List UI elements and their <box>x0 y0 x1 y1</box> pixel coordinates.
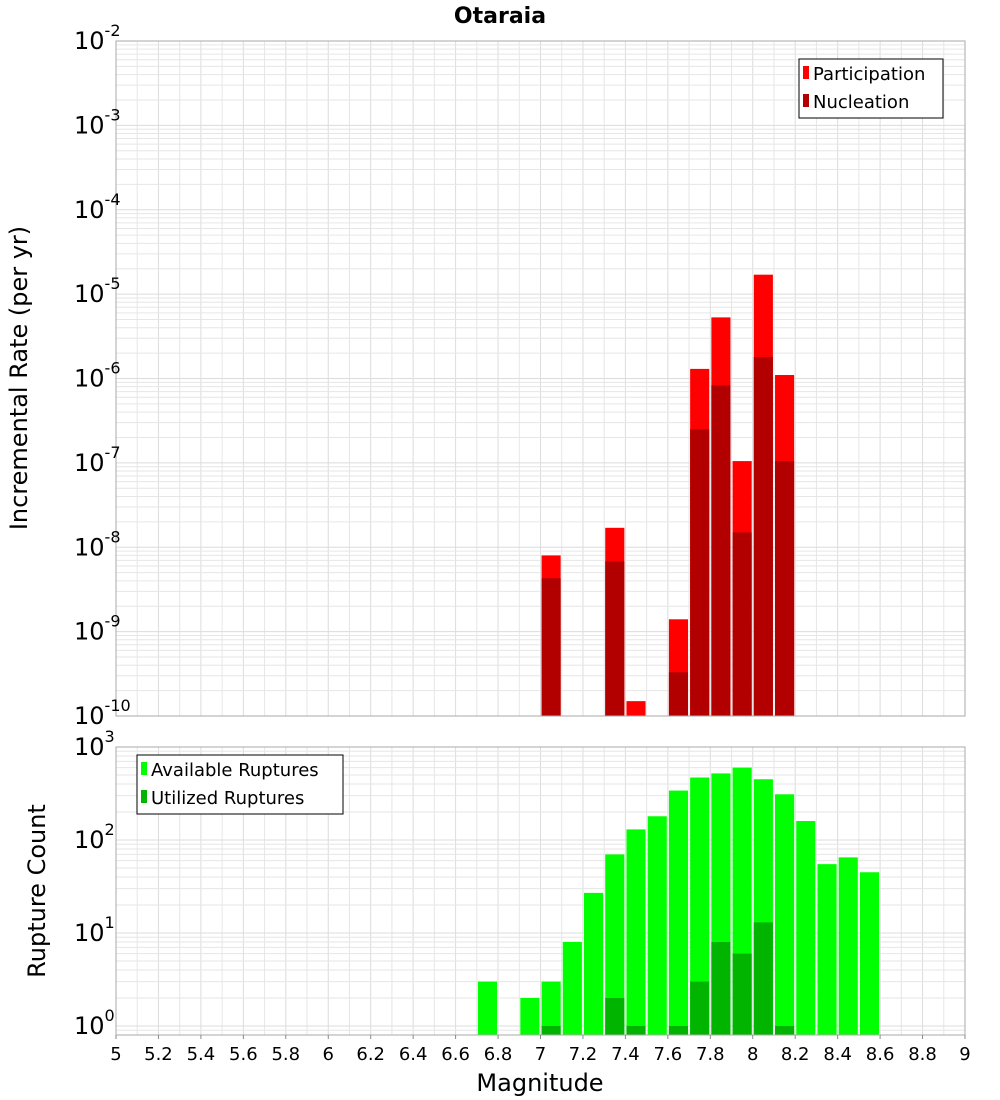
x-tick-label: 5.8 <box>271 1044 300 1065</box>
x-tick-label: 8.8 <box>908 1044 937 1065</box>
rate-y-tick-label: 10-2 <box>74 21 121 55</box>
rate-y-ticks: 10-2 10-3 10-4 10-5 10-6 10-7 10-8 10-9 10-10 <box>74 21 131 730</box>
count-bars <box>477 767 880 1035</box>
x-tick-label: 8 <box>747 1044 758 1065</box>
rate-legend-label: Participation <box>813 64 925 85</box>
rate-y-tick-label: 10-7 <box>74 443 121 477</box>
count-y-tick-label: 100 <box>74 1006 115 1040</box>
rate-y-tick-label: 10-8 <box>74 527 121 561</box>
rate-legend-swatch <box>803 66 809 79</box>
rate-bar-inner <box>668 672 689 716</box>
rate-panel: 10-2 10-3 10-4 10-5 10-6 10-7 10-8 10-9 10-10 In… <box>5 21 966 730</box>
count-bar-outer <box>838 857 858 1035</box>
count-bar-outer <box>817 864 837 1035</box>
count-legend-swatch <box>141 762 147 775</box>
count-y-tick-label: 102 <box>74 820 115 854</box>
rate-bar-outer <box>626 701 646 716</box>
x-tick-label: 5.4 <box>187 1044 216 1065</box>
count-bar-outer <box>859 872 880 1035</box>
rate-y-axis-label: Incremental Rate (per yr) <box>5 226 33 530</box>
count-bar-outer <box>647 816 667 1035</box>
x-tick-label: 8.6 <box>866 1044 895 1065</box>
rate-bars <box>541 274 795 716</box>
rate-y-tick-label: 10-10 <box>74 696 131 730</box>
x-tick-label: 7 <box>535 1044 546 1065</box>
x-tick-label: 6.2 <box>356 1044 385 1065</box>
x-tick-label: 9 <box>959 1044 970 1065</box>
magnitude-x-ticks: 5 5.2 5.4 5.6 5.8 6 6.2 6.4 6.6 6.8 7 7.2 7.4 7.6 7.8 8… <box>110 1035 971 1065</box>
rate-bar-inner <box>690 429 710 716</box>
rate-y-tick-label: 10-5 <box>74 274 121 308</box>
rate-bar-inner <box>732 532 752 716</box>
x-tick-label: 5.2 <box>144 1044 173 1065</box>
count-bar-outer <box>584 892 604 1035</box>
count-y-tick-label: 103 <box>74 727 115 761</box>
count-bar-inner <box>668 1025 689 1035</box>
rate-bar-inner <box>753 356 773 716</box>
count-legend-box <box>136 754 344 815</box>
rate-legend: Participation Nucleation <box>798 58 944 119</box>
count-bar-outer <box>520 997 540 1035</box>
rate-plot-frame <box>115 40 966 717</box>
count-bar-outer <box>796 821 816 1035</box>
chart-title: Otaraia <box>454 4 546 29</box>
rate-y-tick-label: 10-9 <box>74 612 121 646</box>
count-y-ticks: 103 102 101 100 <box>74 727 115 1040</box>
count-bar-outer <box>668 790 689 1035</box>
x-tick-label: 7.4 <box>611 1044 640 1065</box>
rate-legend-box <box>798 58 944 119</box>
count-bar-outer <box>477 981 497 1035</box>
x-tick-label: 5 <box>110 1044 121 1065</box>
count-bar-outer <box>690 777 710 1035</box>
rate-y-tick-label: 10-6 <box>74 359 121 393</box>
count-bar-inner <box>732 953 752 1035</box>
count-legend-label: Utilized Ruptures <box>151 788 304 809</box>
count-bar-outer <box>541 981 561 1035</box>
rate-y-tick-label: 10-4 <box>74 190 121 224</box>
count-bar-outer <box>626 829 646 1035</box>
count-bar-inner <box>711 942 731 1035</box>
x-tick-label: 6.6 <box>441 1044 470 1065</box>
x-tick-label: 7.2 <box>569 1044 598 1065</box>
x-axis-label: Magnitude <box>476 1069 603 1097</box>
count-bar-inner <box>626 1025 646 1035</box>
count-bar-outer <box>562 942 582 1035</box>
rate-y-tick-label: 10-3 <box>74 105 121 139</box>
rate-bar-inner <box>541 578 561 716</box>
count-y-tick-label: 101 <box>74 913 115 947</box>
rate-gridlines <box>115 40 966 717</box>
x-tick-label: 6.4 <box>399 1044 428 1065</box>
count-bar-outer <box>775 794 795 1035</box>
count-y-axis-label: Rupture Count <box>23 804 51 978</box>
count-bar-inner <box>775 1025 795 1035</box>
x-tick-label: 8.4 <box>823 1044 852 1065</box>
x-tick-label: 5.6 <box>229 1044 258 1065</box>
count-legend: Available Ruptures Utilized Ruptures <box>136 754 344 815</box>
count-bar-inner <box>605 997 625 1035</box>
x-tick-label: 7.6 <box>654 1044 683 1065</box>
count-legend-swatch <box>141 790 147 803</box>
rate-legend-swatch <box>803 94 809 107</box>
count-bar-outer <box>605 854 625 1035</box>
rate-legend-label: Nucleation <box>813 92 909 113</box>
count-panel: 103 102 101 100 Rupture Count Available Rup… <box>23 727 971 1097</box>
x-tick-label: 6 <box>323 1044 334 1065</box>
x-tick-label: 6.8 <box>484 1044 513 1065</box>
rate-bar-inner <box>711 385 731 716</box>
rate-bar-inner <box>605 561 625 716</box>
rate-bar-inner <box>775 461 795 716</box>
count-legend-label: Available Ruptures <box>151 760 319 781</box>
x-tick-label: 7.8 <box>696 1044 725 1065</box>
count-bar-inner <box>541 1025 561 1035</box>
count-bar-inner <box>690 981 710 1035</box>
x-tick-label: 8.2 <box>781 1044 810 1065</box>
count-bar-inner <box>753 922 773 1035</box>
